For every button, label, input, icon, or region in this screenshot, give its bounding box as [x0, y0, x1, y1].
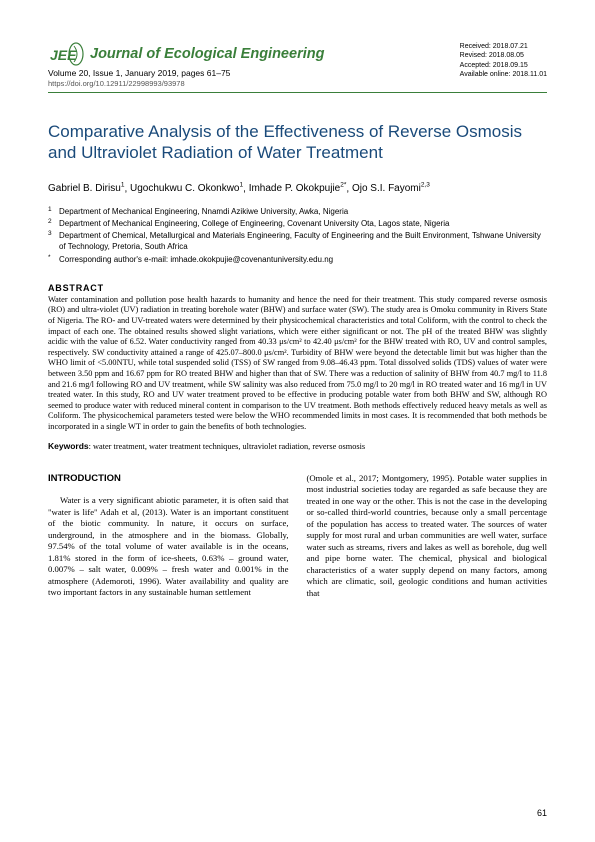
- journal-logo-icon: JEE: [48, 42, 84, 66]
- intro-paragraph-right: (Omole et al., 2017; Montgomery, 1995). …: [307, 473, 548, 599]
- body-columns: INTRODUCTION Water is a very significant…: [48, 473, 547, 599]
- journal-left: JEE Journal of Ecological Engineering Vo…: [48, 42, 324, 88]
- abstract-heading: ABSTRACT: [48, 283, 547, 293]
- affiliation-2: 2Department of Mechanical Engineering, C…: [48, 218, 547, 229]
- logo-text: JEE: [50, 47, 77, 63]
- author-3: Ojo S.I. Fayomi2,3: [352, 183, 430, 194]
- issue-line: Volume 20, Issue 1, January 2019, pages …: [48, 68, 324, 78]
- authors-line: Gabriel B. Dirisu1, Ugochukwu C. Okonkwo…: [48, 182, 547, 194]
- received-label: Received:: [460, 43, 491, 50]
- header-rule: [48, 92, 547, 93]
- header-row: JEE Journal of Ecological Engineering Vo…: [48, 42, 547, 88]
- dates-block: Received: 2018.07.21 Revised: 2018.08.05…: [460, 42, 547, 80]
- abstract-body: Water contamination and pollution pose h…: [48, 295, 547, 433]
- introduction-heading: INTRODUCTION: [48, 473, 289, 486]
- revised-label: Revised:: [460, 52, 487, 59]
- online-label: Available online:: [460, 71, 511, 78]
- author-1: Ugochukwu C. Okonkwo1: [130, 183, 243, 194]
- intro-paragraph-left: Water is a very significant abiotic para…: [48, 495, 289, 598]
- affiliations: 1Department of Mechanical Engineering, N…: [48, 206, 547, 265]
- online-date: 2018.11.01: [512, 71, 547, 78]
- journal-name: Journal of Ecological Engineering: [90, 46, 324, 62]
- article-title: Comparative Analysis of the Effectivenes…: [48, 121, 547, 164]
- accepted-date: 2018.09.15: [493, 62, 528, 69]
- column-left: INTRODUCTION Water is a very significant…: [48, 473, 289, 599]
- received-date: 2018.07.21: [493, 43, 528, 50]
- page-number: 61: [537, 808, 547, 818]
- column-right: (Omole et al., 2017; Montgomery, 1995). …: [307, 473, 548, 599]
- corresponding: *Corresponding author's e-mail: imhade.o…: [48, 254, 547, 265]
- accepted-label: Accepted:: [460, 62, 491, 69]
- affiliation-1: 1Department of Mechanical Engineering, N…: [48, 206, 547, 217]
- author-2: Imhade P. Okokpujie2*: [249, 183, 347, 194]
- author-0: Gabriel B. Dirisu1: [48, 183, 124, 194]
- keywords-line: Keywords: water treatment, water treatme…: [48, 441, 547, 451]
- revised-date: 2018.08.05: [489, 52, 524, 59]
- doi-link[interactable]: https://doi.org/10.12911/22998993/93978: [48, 79, 324, 88]
- affiliation-3: 3Department of Chemical, Metallurgical a…: [48, 230, 547, 252]
- journal-block: JEE Journal of Ecological Engineering: [48, 42, 324, 66]
